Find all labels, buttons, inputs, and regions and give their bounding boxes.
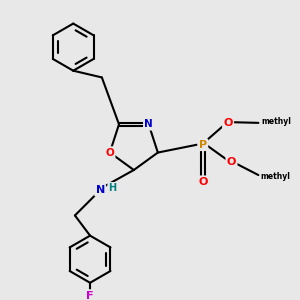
Text: O: O [105, 148, 114, 158]
Text: P: P [199, 140, 207, 150]
Text: O: O [227, 157, 236, 166]
Text: methyl: methyl [261, 117, 291, 126]
Text: O: O [198, 177, 208, 187]
Text: F: F [86, 291, 94, 300]
Text: N: N [95, 185, 105, 195]
Text: O: O [224, 118, 233, 128]
Text: H: H [108, 182, 116, 193]
Text: methyl: methyl [260, 172, 290, 181]
Text: N: N [144, 119, 153, 129]
